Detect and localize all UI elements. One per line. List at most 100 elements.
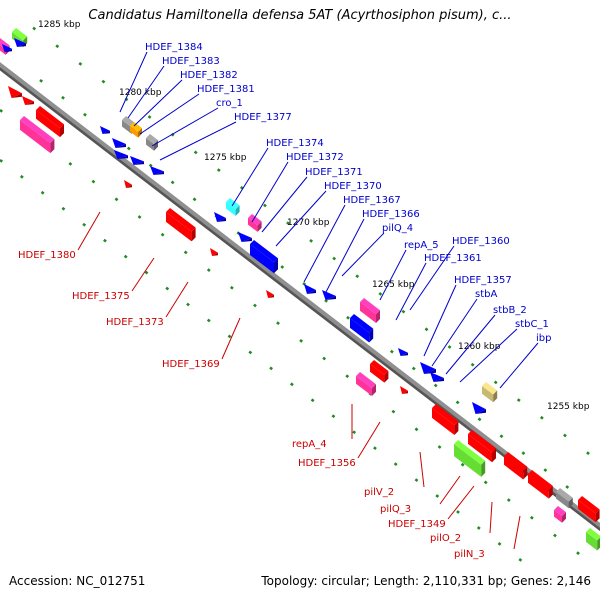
gene-gray-1383: [122, 120, 132, 134]
forward-label-connector: [231, 147, 269, 207]
scale-tick: [19, 174, 24, 179]
reverse-gene-label: HDEF_1349: [388, 519, 446, 530]
gene-red-pilQ3: [468, 434, 492, 463]
gene-blue-1377b-shade: [133, 161, 144, 165]
forward-label-connector: [251, 161, 289, 223]
gene-red-small-4-shade: [402, 390, 408, 394]
reverse-label-connector: [165, 281, 189, 318]
reverse-label-connector: [447, 485, 475, 520]
gene-green-bottomright-side: [597, 537, 600, 551]
scale-tick: [0, 108, 3, 113]
scale-tick: [269, 366, 273, 371]
gene-red-1349-side: [523, 466, 528, 480]
gene-red-bottomright-top: [578, 496, 600, 514]
scale-tick: [352, 430, 357, 435]
forward-gene-label: HDEF_1370: [324, 181, 382, 192]
scale-tick: [91, 179, 96, 184]
forward-label-connector: [341, 232, 385, 277]
reverse-label-connector: [513, 515, 521, 550]
scale-tick: [193, 150, 198, 155]
forward-label-connector: [261, 176, 308, 233]
gene-green-bottomright-top: [586, 528, 600, 541]
gene-red-1356-top: [432, 404, 459, 426]
scale-tick: [411, 366, 416, 371]
reverse-gene-label: repA_4: [292, 439, 327, 450]
scale-tick: [497, 542, 502, 546]
gene-red-pilQ3-side: [492, 448, 496, 463]
gene-tan-ibp-side: [493, 390, 498, 403]
scale-tick: [433, 383, 438, 388]
scale-tick: [83, 112, 87, 117]
forward-gene-label: HDEF_1360: [452, 236, 510, 247]
forward-label-connector: [325, 218, 365, 293]
scale-tick: [424, 327, 429, 332]
forward-gene-label: cro_1: [216, 98, 243, 109]
scale-tick: [391, 409, 396, 414]
reverse-label-connector: [439, 475, 461, 505]
forward-gene-label: HDEF_1382: [180, 70, 238, 81]
gene-blue-1377c-shade: [153, 171, 164, 175]
gene-orange-1382-side: [138, 128, 142, 138]
gene-blue-1361: [350, 318, 370, 343]
scale-tick: [456, 510, 460, 514]
scale-label: 1275 kbp: [204, 153, 247, 163]
gene-red-topleft-2-shade: [25, 101, 34, 105]
gene-red-1375-side: [191, 227, 196, 242]
gene-cyan-1374: [226, 202, 236, 216]
scale-tick: [286, 221, 290, 226]
reverse-gene-label: HDEF_1356: [298, 458, 356, 469]
scale-tick: [543, 468, 548, 472]
gene-red-1369-side: [384, 370, 389, 383]
scale-tick: [470, 362, 475, 367]
gene-blue-1367a: [304, 284, 316, 294]
scale-label: 1265 kbp: [372, 280, 415, 290]
gene-pink-topleft-top: [0, 38, 10, 50]
forward-label-connector: [499, 342, 539, 389]
scale-tick: [165, 286, 170, 291]
gene-blue-stbB-shade: [433, 378, 444, 382]
reverse-label-connector: [489, 501, 493, 534]
scale-tick: [324, 298, 328, 303]
gene-green-pilV: [454, 444, 482, 477]
gene-blue-topleft-2: [14, 38, 26, 47]
scale-tick: [565, 485, 570, 489]
gene-red-topleft-1: [8, 86, 22, 98]
scale-tick: [393, 462, 398, 466]
map-title: Candidatus Hamiltonella defensa 5AT (Acy…: [88, 8, 512, 23]
scale-tick: [460, 462, 465, 467]
scale-tick: [447, 345, 452, 349]
forward-gene-label: HDEF_1361: [424, 253, 482, 264]
gene-red-pilO: [528, 474, 549, 499]
gene-red-small-1: [124, 180, 132, 188]
scale-tick: [499, 434, 504, 439]
gene-pink-repA4-side: [372, 384, 376, 396]
scale-tick: [263, 203, 267, 208]
reverse-gene-label: pilN_3: [454, 549, 485, 560]
gene-blue-ibp-shade: [475, 409, 486, 414]
scale-tick: [183, 250, 188, 255]
scale-tick: [289, 382, 294, 387]
scale-tick: [103, 238, 107, 243]
gene-blue-1367a-shade: [307, 290, 316, 294]
scale-tick: [332, 256, 337, 261]
forward-gene-label: HDEF_1381: [197, 84, 255, 95]
gene-red-topleft-2: [22, 96, 34, 105]
gene-red-1356: [432, 408, 455, 435]
scale-tick: [435, 494, 440, 498]
gene-cyan-1374-side: [235, 205, 240, 216]
forward-gene-label: HDEF_1366: [362, 209, 420, 220]
gene-blue-1377c: [150, 166, 164, 175]
forward-gene-label: stbA: [475, 289, 497, 300]
reverse-label-connector: [221, 317, 241, 360]
scale-tick: [61, 206, 66, 211]
gene-pink-repA5-side: [376, 310, 380, 323]
scale-tick: [309, 238, 313, 243]
gene-pink-bottomright-top: [554, 506, 566, 517]
scale-label: 1255 kbp: [547, 402, 590, 412]
reverse-label-connector: [77, 211, 101, 251]
gene-gray-pilN-top: [556, 488, 573, 502]
scale-tick: [516, 398, 521, 402]
forward-label-connector: [409, 245, 455, 311]
gene-pink-repA4: [356, 376, 372, 396]
gene-orange-1382: [130, 126, 138, 138]
